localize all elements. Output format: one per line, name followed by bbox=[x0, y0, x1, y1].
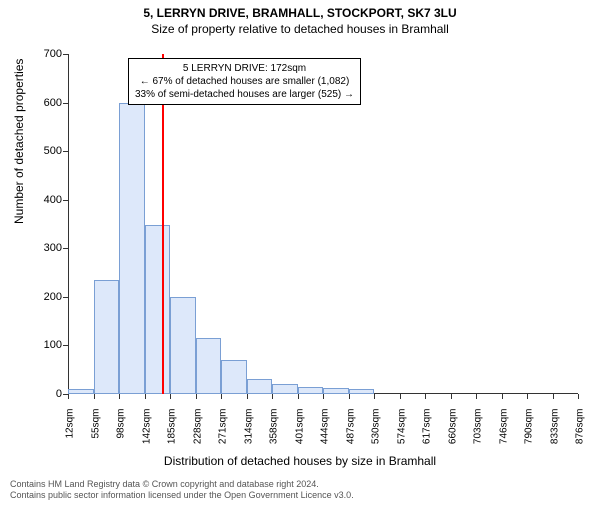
annotation-line2: ← 67% of detached houses are smaller (1,… bbox=[135, 75, 354, 88]
histogram-bar bbox=[221, 360, 247, 394]
x-tick bbox=[400, 394, 401, 399]
plot-region: 010020030040050060070012sqm55sqm98sqm142… bbox=[68, 54, 578, 394]
y-tick-label: 700 bbox=[32, 48, 62, 60]
x-tick-label: 444sqm bbox=[320, 409, 331, 459]
histogram-bar bbox=[323, 388, 349, 394]
x-tick-label: 574sqm bbox=[396, 409, 407, 459]
histogram-bar bbox=[170, 297, 196, 394]
x-tick bbox=[553, 394, 554, 399]
x-tick bbox=[272, 394, 273, 399]
x-tick bbox=[196, 394, 197, 399]
x-tick-label: 401sqm bbox=[294, 409, 305, 459]
x-axis-label: Distribution of detached houses by size … bbox=[0, 454, 600, 468]
x-tick-label: 358sqm bbox=[269, 409, 280, 459]
x-tick bbox=[145, 394, 146, 399]
marker-line bbox=[162, 54, 164, 394]
y-tick bbox=[63, 54, 68, 55]
x-tick-label: 55sqm bbox=[90, 409, 101, 459]
histogram-bar bbox=[119, 103, 145, 394]
x-tick-label: 271sqm bbox=[218, 409, 229, 459]
x-tick-label: 833sqm bbox=[549, 409, 560, 459]
y-tick-label: 600 bbox=[32, 97, 62, 109]
x-tick-label: 617sqm bbox=[422, 409, 433, 459]
x-tick-label: 314sqm bbox=[243, 409, 254, 459]
histogram-bar bbox=[145, 225, 171, 394]
x-tick-label: 12sqm bbox=[65, 409, 76, 459]
x-tick bbox=[527, 394, 528, 399]
footer-line2: Contains public sector information licen… bbox=[10, 490, 354, 502]
x-tick bbox=[119, 394, 120, 399]
footer-line1: Contains HM Land Registry data © Crown c… bbox=[10, 479, 354, 491]
y-tick-label: 500 bbox=[32, 145, 62, 157]
y-tick-label: 400 bbox=[32, 194, 62, 206]
x-tick bbox=[451, 394, 452, 399]
x-tick bbox=[247, 394, 248, 399]
title-sub: Size of property relative to detached ho… bbox=[0, 22, 600, 36]
x-tick-label: 142sqm bbox=[141, 409, 152, 459]
x-tick-label: 487sqm bbox=[345, 409, 356, 459]
title-main: 5, LERRYN DRIVE, BRAMHALL, STOCKPORT, SK… bbox=[0, 6, 600, 20]
histogram-bar bbox=[196, 338, 222, 394]
x-tick-label: 530sqm bbox=[371, 409, 382, 459]
y-axis-label: Number of detached properties bbox=[12, 59, 26, 224]
y-tick bbox=[63, 297, 68, 298]
x-tick-label: 790sqm bbox=[524, 409, 535, 459]
y-tick-label: 100 bbox=[32, 339, 62, 351]
x-tick bbox=[221, 394, 222, 399]
annotation-line1: 5 LERRYN DRIVE: 172sqm bbox=[135, 62, 354, 75]
annotation-line3: 33% of semi-detached houses are larger (… bbox=[135, 88, 354, 101]
x-tick-label: 660sqm bbox=[447, 409, 458, 459]
x-tick bbox=[68, 394, 69, 399]
x-tick bbox=[374, 394, 375, 399]
x-tick bbox=[578, 394, 579, 399]
y-axis-line bbox=[68, 54, 69, 394]
y-tick-label: 300 bbox=[32, 242, 62, 254]
annotation-box: 5 LERRYN DRIVE: 172sqm ← 67% of detached… bbox=[128, 58, 361, 105]
histogram-bar bbox=[68, 389, 94, 394]
histogram-bar bbox=[272, 384, 298, 394]
x-tick bbox=[476, 394, 477, 399]
x-tick-label: 98sqm bbox=[116, 409, 127, 459]
chart-area: 010020030040050060070012sqm55sqm98sqm142… bbox=[68, 54, 578, 394]
y-tick bbox=[63, 345, 68, 346]
x-tick bbox=[94, 394, 95, 399]
histogram-bar bbox=[247, 379, 273, 394]
x-tick bbox=[502, 394, 503, 399]
x-tick-label: 228sqm bbox=[192, 409, 203, 459]
x-tick bbox=[425, 394, 426, 399]
y-tick bbox=[63, 200, 68, 201]
y-tick-label: 200 bbox=[32, 291, 62, 303]
y-tick-label: 0 bbox=[32, 388, 62, 400]
x-tick bbox=[298, 394, 299, 399]
y-tick bbox=[63, 151, 68, 152]
x-tick-label: 876sqm bbox=[575, 409, 586, 459]
histogram-bar bbox=[94, 280, 120, 394]
x-tick bbox=[170, 394, 171, 399]
histogram-bar bbox=[298, 387, 324, 394]
x-tick-label: 185sqm bbox=[167, 409, 178, 459]
x-tick bbox=[323, 394, 324, 399]
x-tick bbox=[349, 394, 350, 399]
y-tick bbox=[63, 103, 68, 104]
histogram-bar bbox=[349, 389, 375, 394]
y-tick bbox=[63, 248, 68, 249]
footer: Contains HM Land Registry data © Crown c… bbox=[10, 479, 354, 502]
x-tick-label: 703sqm bbox=[473, 409, 484, 459]
x-tick-label: 746sqm bbox=[498, 409, 509, 459]
